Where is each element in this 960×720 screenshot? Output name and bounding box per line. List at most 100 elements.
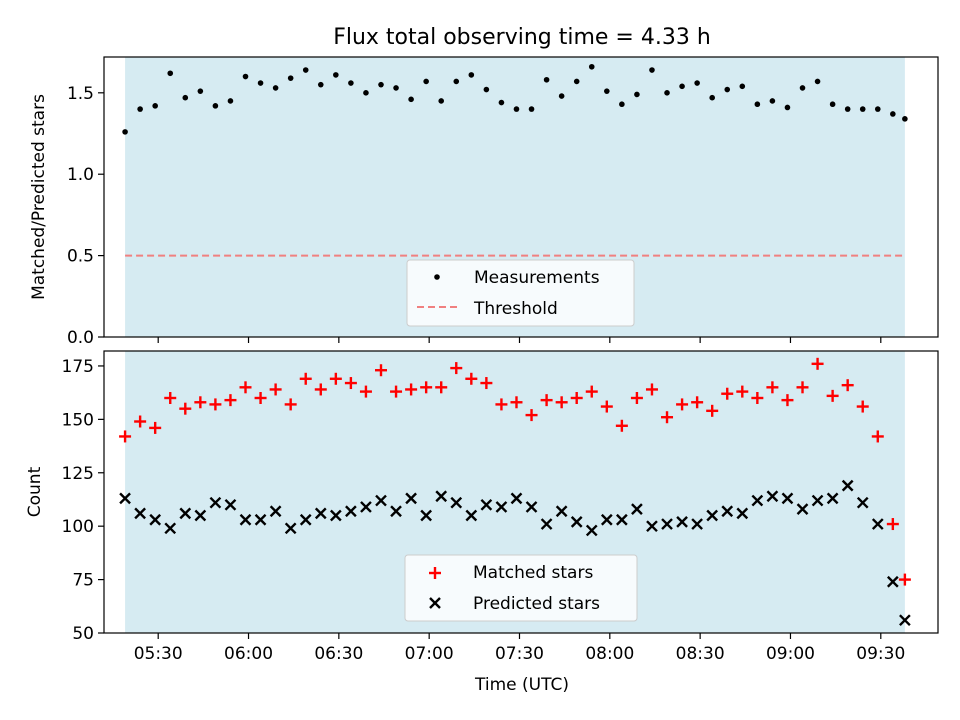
matched-star-point <box>179 402 192 415</box>
predicted-star-point <box>616 513 628 526</box>
matched-star-point <box>706 404 719 417</box>
measurement-point <box>769 98 776 104</box>
matched-star-point <box>495 398 508 411</box>
matched-star-point <box>480 377 493 390</box>
predicted-star-point <box>721 505 734 518</box>
legend-label-threshold: Threshold <box>473 299 558 319</box>
x-axis-label: Time (UTC) <box>474 675 569 695</box>
predicted-star-point <box>691 518 703 530</box>
y-tick-label: 175 <box>62 357 94 377</box>
predicted-star-point <box>314 507 327 520</box>
measurement-point <box>739 83 746 90</box>
measurement-point <box>859 106 866 112</box>
predicted-star-point <box>239 513 252 526</box>
measurement-point <box>573 78 580 85</box>
matched-star-point <box>224 394 237 407</box>
predicted-star-point <box>796 503 809 515</box>
predicted-star-point <box>826 492 839 505</box>
measurement-point <box>890 111 896 117</box>
predicted-star-point <box>495 501 508 513</box>
predicted-star-point <box>646 520 658 533</box>
measurement-point <box>709 94 715 101</box>
top-x-ticks <box>157 337 882 343</box>
predicted-star-point <box>766 490 779 503</box>
measurement-point <box>257 80 264 86</box>
predicted-star-point <box>299 513 312 526</box>
legend-marker-measurements <box>434 274 440 280</box>
matched-star-point <box>886 518 899 531</box>
matched-star-point <box>344 377 357 390</box>
bottom-legend: Matched stars Predicted stars <box>404 554 638 622</box>
matched-star-point <box>420 381 433 394</box>
matched-star-point <box>119 430 132 443</box>
top-y-axis-label: Matched/Predicted stars <box>29 94 49 300</box>
matched-star-point <box>796 381 809 394</box>
predicted-star-point <box>631 503 643 515</box>
measurement-point <box>588 63 595 70</box>
predicted-star-point <box>194 509 207 522</box>
x-tick-label: 05:30 <box>134 644 183 664</box>
measurement-point <box>874 106 881 112</box>
measurement-point <box>543 76 550 83</box>
measurement-point <box>483 86 490 93</box>
measurement-point <box>122 129 128 135</box>
x-tick-label: 06:30 <box>314 644 363 664</box>
predicted-star-point <box>899 614 911 627</box>
matched-star-point <box>164 392 177 404</box>
matched-star-point <box>134 415 147 428</box>
matched-star-point <box>570 392 583 404</box>
matched-star-point <box>450 362 463 375</box>
measurement-point <box>333 72 339 78</box>
y-tick-label: 50 <box>72 624 94 644</box>
predicted-star-point <box>465 509 478 522</box>
measurement-point <box>227 98 234 104</box>
measurement-point <box>378 81 384 88</box>
measurement-point <box>363 90 369 96</box>
measurement-point <box>754 101 761 108</box>
predicted-star-point <box>149 513 162 526</box>
y-tick-label: 1.5 <box>67 84 94 104</box>
y-tick-label: 0.0 <box>67 328 94 348</box>
predicted-star-point <box>525 501 538 513</box>
y-tick-label: 100 <box>62 517 94 537</box>
matched-star-point <box>254 392 267 404</box>
measurement-point <box>152 103 158 109</box>
predicted-star-point <box>420 509 433 522</box>
predicted-star-point <box>600 513 613 526</box>
measurement-point <box>784 104 791 111</box>
predicted-star-point <box>405 492 417 505</box>
predicted-star-point <box>254 513 267 526</box>
matched-star-point <box>871 430 884 443</box>
measurement-point <box>664 90 670 96</box>
predicted-star-point <box>570 516 583 528</box>
predicted-star-point <box>345 505 357 518</box>
matched-star-point <box>390 385 403 398</box>
matched-star-point <box>525 409 538 422</box>
measurement-point <box>423 78 429 85</box>
top-plot-frame <box>103 56 939 338</box>
legend-label-predicted: Predicted stars <box>473 594 600 614</box>
chart-title: Flux total observing time = 4.33 h <box>333 25 711 50</box>
measurement-points <box>122 63 908 135</box>
measurement-point <box>814 78 821 85</box>
matched-star-point <box>826 389 839 402</box>
measurement-point <box>528 106 535 112</box>
matched-star-point <box>645 383 658 396</box>
matched-star-point <box>856 400 869 413</box>
matched-star-point <box>751 392 764 404</box>
predicted-star-point <box>540 518 553 530</box>
matched-star-point <box>239 381 252 394</box>
predicted-star-point <box>269 505 282 518</box>
predicted-star-point <box>480 498 493 511</box>
measurement-point <box>212 103 219 109</box>
predicted-star-point <box>209 496 222 509</box>
matched-star-point <box>209 398 222 411</box>
predicted-star-point <box>164 522 177 535</box>
y-tick-label: 125 <box>62 464 94 484</box>
legend-label-measurements: Measurements <box>474 268 600 288</box>
matched-star-point <box>299 372 312 385</box>
measurement-point <box>829 101 836 108</box>
measurement-point <box>634 91 640 98</box>
predicted-star-point <box>661 518 673 530</box>
